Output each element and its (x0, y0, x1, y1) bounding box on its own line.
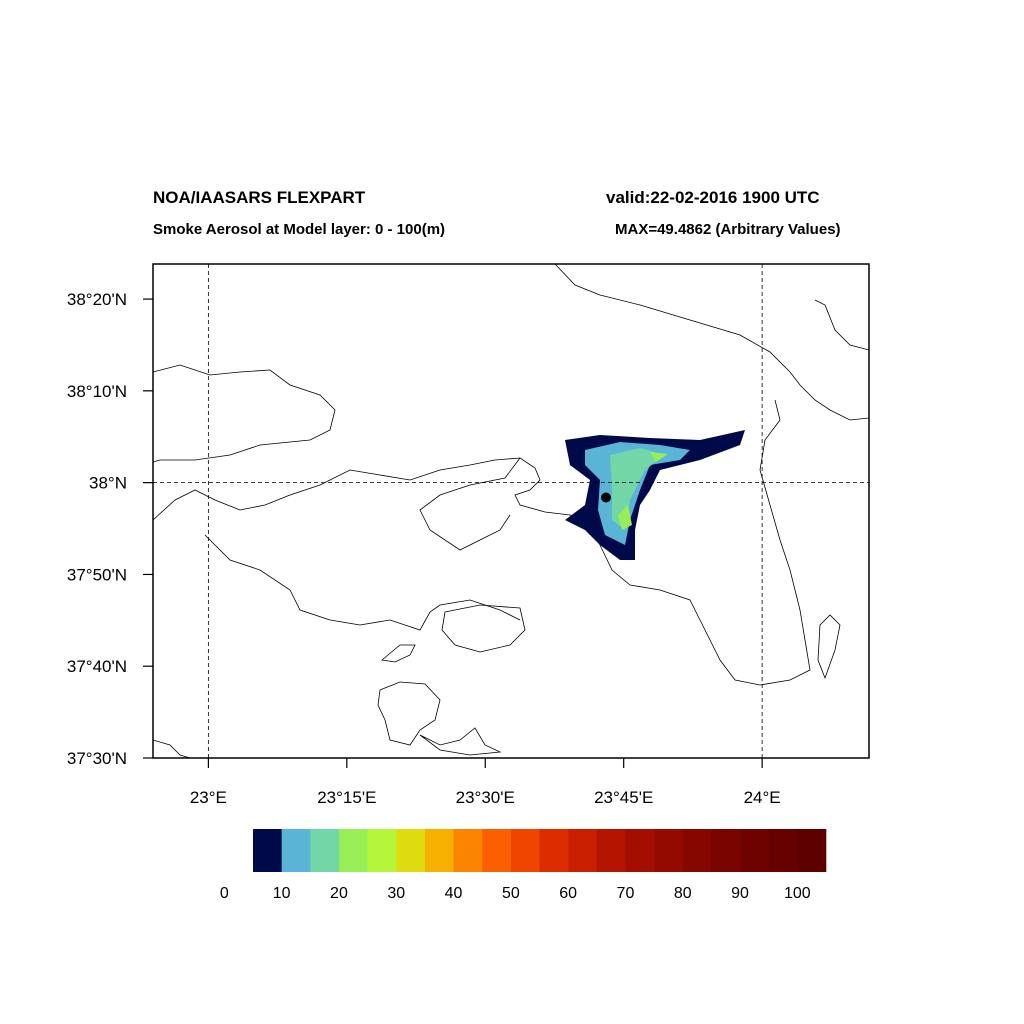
x-tick-label: 23°E (190, 788, 227, 807)
colorbar-box (568, 829, 598, 872)
coastline (153, 739, 191, 758)
colorbar-label: 40 (445, 885, 463, 902)
island (817, 614, 841, 680)
y-tick-label: 38°N (89, 474, 127, 493)
colorbar-box (654, 829, 684, 872)
y-tick-label: 37°30'N (67, 749, 127, 768)
colorbar-box (740, 829, 769, 872)
colorbar-box (453, 829, 483, 872)
island (377, 681, 441, 746)
y-tick-label: 38°20'N (67, 290, 127, 309)
colorbar-box (625, 829, 655, 872)
coastline (153, 364, 336, 463)
colorbar-box (797, 829, 827, 872)
y-tick-label: 37°50'N (67, 565, 127, 584)
colorbar-box (510, 829, 540, 872)
colorbar-label: 80 (674, 885, 692, 902)
x-tick-label: 23°45'E (594, 788, 653, 807)
colorbar-label: 60 (559, 885, 577, 902)
x-tick-label: 24°E (744, 788, 781, 807)
colorbar-label: 100 (784, 885, 811, 902)
colorbar-box (338, 829, 368, 872)
map-frame (152, 263, 870, 759)
source-point (600, 492, 611, 503)
colorbar-box (310, 829, 340, 872)
max-label: MAX=49.4862 (Arbitrary Values) (615, 221, 841, 238)
coastline (204, 534, 521, 631)
x-tick-label: 23°30'E (456, 788, 515, 807)
coastline (814, 299, 869, 351)
colorbar-box (482, 829, 512, 872)
colorbar-box (768, 829, 798, 872)
valid-time: valid:22-02-2016 1900 UTC (606, 188, 820, 207)
colorbar-label: 70 (617, 885, 635, 902)
colorbar-box (396, 829, 426, 872)
island (419, 727, 502, 756)
colorbar-box (711, 829, 741, 872)
colorbar-box (424, 829, 454, 872)
x-tick-label: 23°15'E (317, 788, 376, 807)
island (381, 644, 416, 663)
colorbar-label: 0 (220, 885, 229, 902)
colorbar-label: 20 (330, 885, 348, 902)
subtitle: Smoke Aerosol at Model layer: 0 - 100(m) (153, 221, 445, 238)
colorbar-box (253, 829, 282, 872)
plume-contour (618, 452, 668, 530)
colorbar-label: 10 (273, 885, 291, 902)
colorbar-box (596, 829, 626, 872)
colorbar-box (539, 829, 569, 872)
colorbar-box (682, 829, 712, 872)
colorbar-label: 90 (731, 885, 749, 902)
title: NOA/IAASARS FLEXPART (153, 188, 366, 207)
colorbar-label: 30 (387, 885, 405, 902)
colorbar-box (367, 829, 397, 872)
colorbar-label: 50 (502, 885, 520, 902)
colorbar-box (281, 829, 311, 872)
coastline (419, 457, 521, 551)
y-tick-label: 38°10'N (67, 382, 127, 401)
smoke-plume (565, 430, 745, 560)
island (441, 604, 526, 653)
y-tick-label: 37°40'N (67, 657, 127, 676)
coastline (554, 264, 869, 421)
